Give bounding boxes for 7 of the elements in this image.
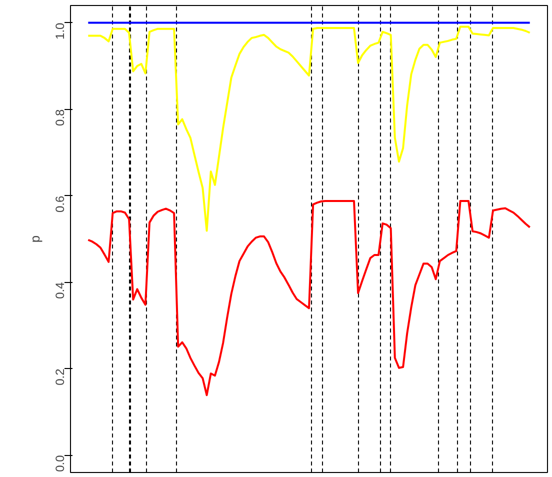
y-tick-label: 0.8 <box>53 108 67 126</box>
y-tick-label: 0.2 <box>53 368 67 386</box>
y-tick-label: 0.0 <box>53 454 67 472</box>
y-tick-label: 0.4 <box>53 282 67 299</box>
y-axis-title: p <box>28 235 42 243</box>
y-tick-label: 0.6 <box>53 195 67 212</box>
y-tick-label: 1.0 <box>53 22 67 40</box>
